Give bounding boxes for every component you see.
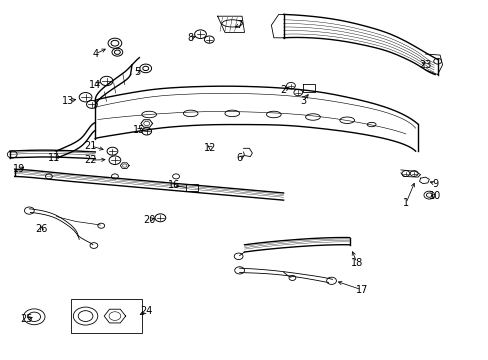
Bar	[71, 299, 142, 333]
Text: 19: 19	[13, 164, 26, 174]
Text: 23: 23	[418, 60, 431, 70]
Text: 9: 9	[431, 179, 437, 189]
Text: 16: 16	[167, 180, 180, 190]
Text: 4: 4	[92, 49, 98, 59]
Text: 18: 18	[350, 258, 363, 268]
Text: 25: 25	[20, 314, 33, 324]
Text: 8: 8	[187, 33, 193, 43]
Bar	[185, 184, 198, 191]
Text: 6: 6	[236, 153, 242, 163]
Text: 2: 2	[280, 85, 286, 95]
Text: 3: 3	[300, 96, 305, 106]
Text: 1: 1	[402, 198, 408, 208]
Text: 13: 13	[62, 96, 75, 106]
Text: 22: 22	[84, 155, 97, 165]
Text: 14: 14	[89, 80, 102, 90]
Text: 21: 21	[84, 141, 97, 151]
Text: 12: 12	[203, 143, 216, 153]
Text: 10: 10	[428, 191, 441, 201]
Text: 26: 26	[35, 224, 48, 234]
Text: 17: 17	[355, 285, 367, 295]
Text: 7: 7	[236, 20, 242, 30]
Text: 24: 24	[140, 306, 153, 316]
Text: 20: 20	[142, 215, 155, 225]
Text: 11: 11	[47, 153, 60, 163]
Text: 15: 15	[133, 125, 145, 135]
Text: 5: 5	[134, 67, 140, 77]
